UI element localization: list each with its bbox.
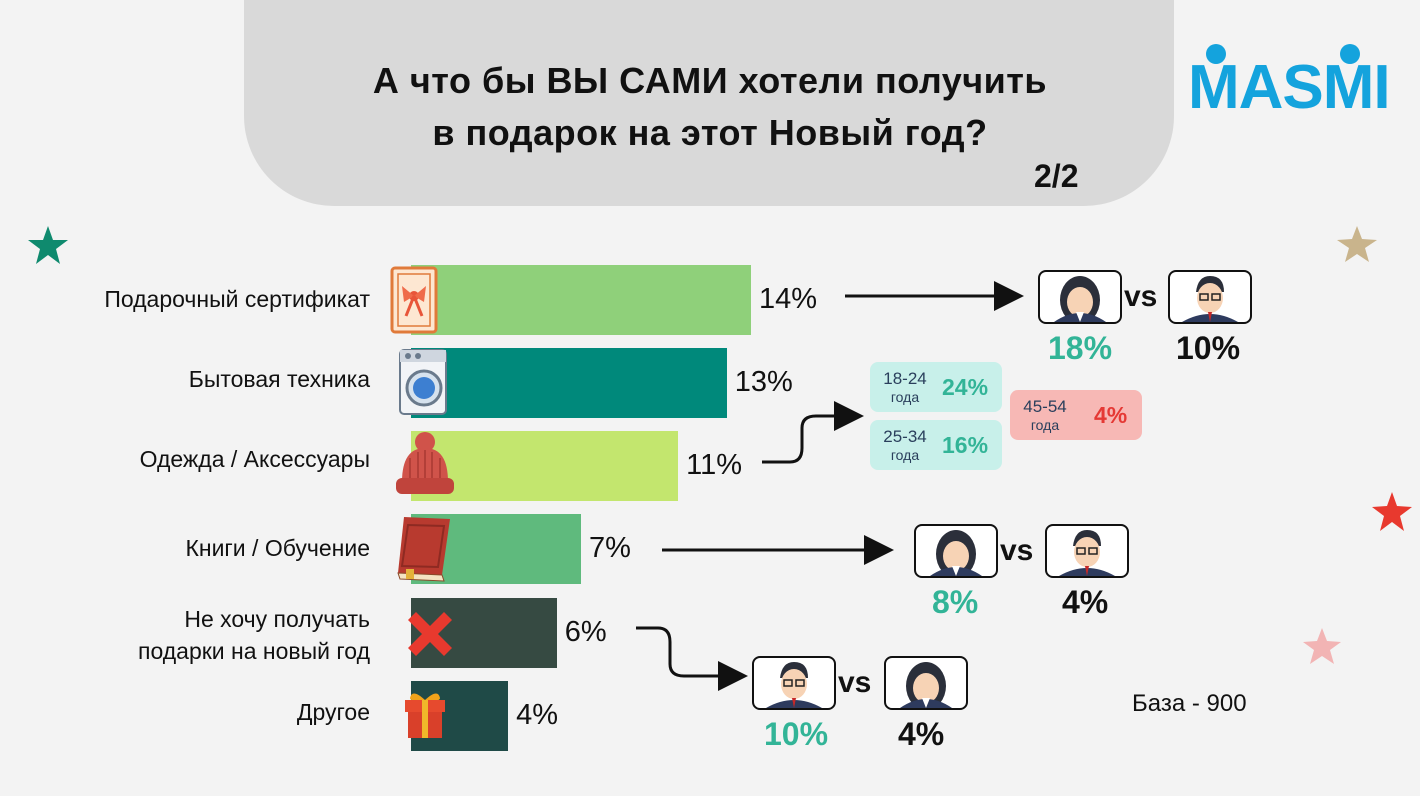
value-label-appliances: 13% <box>734 366 793 398</box>
avatar-male-books <box>1045 524 1129 578</box>
comparison-value-female-no-gifts: 4% <box>898 716 945 752</box>
category-label-books: Книги / Обучение <box>185 535 370 561</box>
age-value-18-24: 24% <box>942 374 989 400</box>
vs-label-1: vs <box>1124 280 1158 313</box>
age-value-25-34: 16% <box>942 432 989 458</box>
avatar-female-gift-certificate <box>1038 270 1122 324</box>
category-label-gift-certificate: Подарочный сертификат <box>104 286 370 312</box>
gift-box-icon <box>405 693 445 738</box>
vs-label-2: vs <box>1000 534 1034 567</box>
value-label-books: 7% <box>589 532 631 564</box>
page-indicator: 2/2 <box>1034 158 1079 194</box>
star-tan-icon <box>1337 226 1377 262</box>
star-red-icon <box>1372 492 1412 531</box>
vs-label-3: vs <box>838 666 872 699</box>
avatar-female-books <box>914 524 998 578</box>
age-pill-45-54: 45-54 года 4% <box>1010 390 1142 440</box>
age-value-45-54: 4% <box>1094 402 1128 428</box>
star-teal-icon <box>28 226 68 264</box>
comparison-value-female-gift-certificate: 18% <box>1048 330 1113 366</box>
category-label-clothing: Одежда / Аксессуары <box>139 446 370 472</box>
age-label-25-34: 25-34 года <box>883 427 927 464</box>
category-label-appliances: Бытовая техника <box>188 366 370 392</box>
logo-text: MASMI <box>1188 53 1391 122</box>
male-avatar-icon <box>1182 276 1238 322</box>
comparison-value-male-books: 4% <box>1062 584 1109 620</box>
book-icon <box>397 517 450 582</box>
bar-clothing <box>411 431 679 501</box>
bar-appliances <box>411 348 727 418</box>
page-title: А что бы ВЫ САМИ хотели получить в подар… <box>250 55 1170 159</box>
arrow-no-gifts <box>636 626 748 691</box>
arrow-clothing <box>762 401 864 464</box>
washing-machine-icon <box>399 349 447 415</box>
avatar-male-gift-certificate <box>1168 270 1252 324</box>
female-avatar-icon <box>930 530 982 576</box>
sample-base-note: База - 900 <box>1132 690 1247 717</box>
bar-gift-certificate <box>411 265 751 335</box>
comparison-value-male-no-gifts: 10% <box>764 716 829 752</box>
age-label-45-54: 45-54 года <box>1023 397 1067 434</box>
category-label-other: Другое <box>296 699 370 725</box>
red-x-icon <box>408 612 452 656</box>
value-label-clothing: 11% <box>686 449 743 481</box>
comparison-value-male-gift-certificate: 10% <box>1176 330 1241 366</box>
title-line-1: А что бы ВЫ САМИ хотели получить <box>372 60 1048 101</box>
comparison-value-female-books: 8% <box>932 584 979 620</box>
age-pill-25-34: 25-34 года 16% <box>870 420 1002 470</box>
male-avatar-icon <box>766 662 822 708</box>
avatar-female-no-gifts <box>884 656 968 710</box>
male-avatar-icon <box>1059 530 1115 576</box>
knit-hat-icon <box>396 432 454 494</box>
age-pill-18-24: 18-24 года 24% <box>870 362 1002 412</box>
logo-dot-left <box>1206 44 1226 64</box>
star-pink-icon <box>1303 628 1341 664</box>
category-label-no-gifts: Не хочу получать подарки на новый год <box>138 606 370 664</box>
logo-dot-right <box>1340 44 1360 64</box>
female-avatar-icon <box>1054 276 1106 322</box>
avatar-male-no-gifts <box>752 656 836 710</box>
value-label-gift-certificate: 14% <box>759 283 818 315</box>
value-label-no-gifts: 6% <box>564 616 607 648</box>
title-line-2: в подарок на этот Новый год? <box>432 112 988 153</box>
header-panel <box>244 0 1174 206</box>
gift-certificate-icon <box>390 266 438 334</box>
age-label-18-24: 18-24 года <box>883 369 927 406</box>
value-label-other: 4% <box>516 699 559 731</box>
female-avatar-icon <box>900 662 952 708</box>
